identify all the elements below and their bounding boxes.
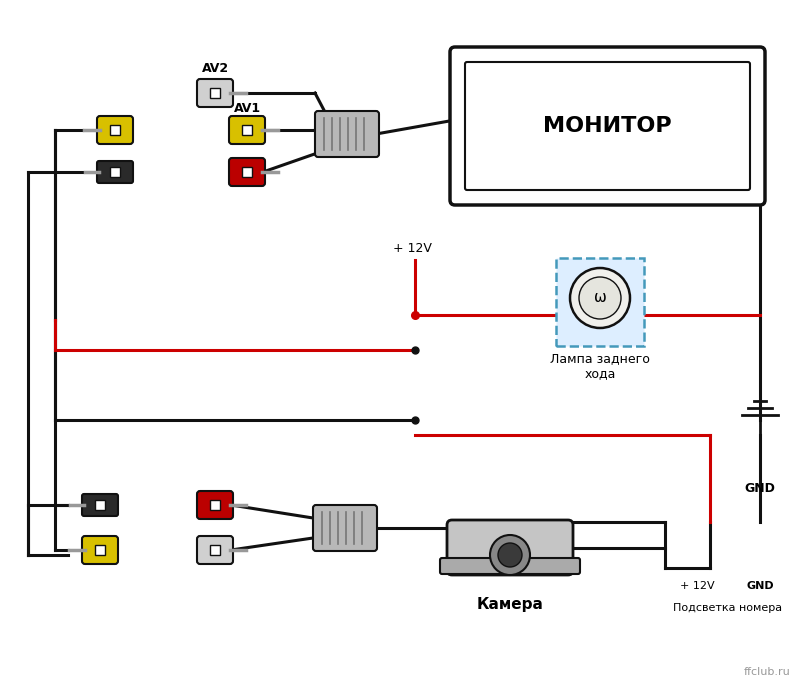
Text: ω: ω	[594, 291, 606, 306]
FancyBboxPatch shape	[197, 536, 233, 564]
Bar	[95, 545, 105, 555]
Bar	[110, 125, 120, 135]
FancyBboxPatch shape	[97, 116, 133, 144]
FancyBboxPatch shape	[229, 158, 265, 186]
Circle shape	[490, 535, 530, 575]
Text: GND: GND	[745, 481, 775, 494]
Text: + 12V: + 12V	[680, 581, 714, 591]
FancyBboxPatch shape	[82, 494, 118, 516]
Circle shape	[570, 268, 630, 328]
Text: Камера: Камера	[477, 597, 543, 612]
Text: Подсветка номера: Подсветка номера	[674, 603, 782, 613]
Bar	[110, 167, 120, 177]
Text: Лампа заднего
хода: Лампа заднего хода	[550, 352, 650, 380]
Text: AV2: AV2	[202, 61, 229, 74]
FancyBboxPatch shape	[447, 520, 573, 575]
Bar	[242, 167, 252, 177]
Bar	[95, 500, 105, 510]
FancyBboxPatch shape	[82, 536, 118, 564]
FancyBboxPatch shape	[450, 47, 765, 205]
Bar	[242, 125, 252, 135]
Circle shape	[579, 277, 621, 319]
Bar	[210, 545, 220, 555]
FancyBboxPatch shape	[229, 116, 265, 144]
FancyBboxPatch shape	[465, 62, 750, 190]
Text: AV1: AV1	[234, 102, 261, 115]
Text: GND: GND	[746, 581, 774, 591]
Text: ffclub.ru: ffclub.ru	[743, 667, 790, 677]
FancyBboxPatch shape	[440, 558, 580, 574]
FancyBboxPatch shape	[197, 79, 233, 107]
FancyBboxPatch shape	[97, 161, 133, 183]
Circle shape	[498, 543, 522, 567]
Bar	[210, 500, 220, 510]
FancyBboxPatch shape	[313, 505, 377, 551]
Text: МОНИТОР: МОНИТОР	[543, 116, 672, 136]
FancyBboxPatch shape	[197, 491, 233, 519]
FancyBboxPatch shape	[556, 258, 644, 346]
Text: + 12V: + 12V	[393, 241, 432, 254]
FancyBboxPatch shape	[315, 111, 379, 157]
Bar	[210, 88, 220, 98]
